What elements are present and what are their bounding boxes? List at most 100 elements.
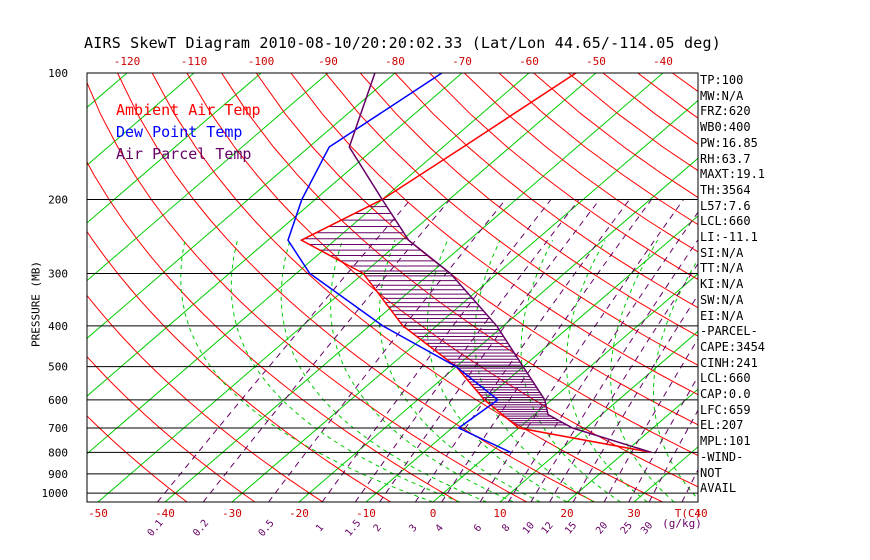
moist-adiabat-line <box>610 239 675 502</box>
top-temp-tick-label: -70 <box>452 55 472 68</box>
isotherm-line <box>87 73 195 166</box>
index-item: PW:16.85 <box>700 135 758 150</box>
pressure-tick-label: 700 <box>48 422 68 435</box>
pressure-tick-label: 100 <box>48 67 68 80</box>
moist-adiabat-line <box>180 240 434 502</box>
stability-indices: TP:100 MW:N/A FRZ:620 WB0:400 PW:16.85 RH:63.… <box>700 73 765 497</box>
mixing-ratio-label: 30 <box>639 520 655 536</box>
isotherm-line <box>432 273 698 502</box>
top-temp-tick-label: -40 <box>653 55 673 68</box>
index-item: LCL:660 <box>700 371 751 386</box>
mixing-ratio-label: 0.5 <box>257 518 277 539</box>
dry-adiabat-line <box>463 73 698 253</box>
index-item: SW:N/A <box>700 292 744 307</box>
mixing-ratio-label: 12 <box>540 520 556 536</box>
dry-adiabat-line <box>87 415 188 502</box>
index-item: LCL:660 <box>700 214 751 229</box>
mixing-ratio-label: 1.5 <box>343 518 363 539</box>
dry-adiabat-line <box>117 73 595 502</box>
isotherm-line <box>835 73 870 502</box>
index-item: TH:3564 <box>700 182 751 197</box>
index-item: TT:N/A <box>700 261 744 276</box>
index-item: EL:207 <box>700 418 744 433</box>
isotherm-line <box>298 157 698 502</box>
index-item: EI:N/A <box>700 308 744 323</box>
mixing-ratio-label: 1 <box>314 523 326 535</box>
index-item: CAPE:3454 <box>700 339 766 354</box>
pressure-tick-label: 600 <box>48 394 68 407</box>
pressure-tick-label: 900 <box>48 468 68 481</box>
mixing-ratio-unit-label: (g/kg) <box>662 517 702 530</box>
index-item: LFC:659 <box>700 402 751 417</box>
legend-ambient-air-temp: Ambient Air Temp <box>116 101 261 119</box>
moist-adiabat-line <box>329 240 514 502</box>
mixing-ratio-line <box>414 199 630 502</box>
bottom-temp-tick-label: -20 <box>289 507 309 520</box>
mixing-ratio-line <box>354 199 580 502</box>
index-item: FRZ:620 <box>700 104 751 119</box>
mixing-ratio-label: 4 <box>434 523 446 535</box>
dry-adiabat-line <box>87 355 256 502</box>
mixing-ratio-label: 25 <box>619 520 635 536</box>
index-item: CINH:241 <box>700 355 758 370</box>
plot-frame <box>86 72 699 503</box>
isotherm-line <box>87 73 396 339</box>
pressure-tick-label: 1000 <box>42 487 69 500</box>
mixing-ratio-line <box>379 199 600 502</box>
pressure-tick-label: 800 <box>48 446 68 459</box>
mixing-ratio-label: 6 <box>472 523 484 535</box>
bottom-temp-tick-label: -40 <box>155 507 175 520</box>
top-temp-tick-label: -60 <box>519 55 539 68</box>
bottom-temp-tick-label: -30 <box>222 507 242 520</box>
index-item: -PARCEL- <box>700 324 758 339</box>
y-axis-label: PRESSURE (MB) <box>29 260 43 348</box>
moist-adiabat-line <box>230 240 460 502</box>
legend-dew-point-temp: Dew Point Temp <box>116 123 243 141</box>
pressure-tick-label: 200 <box>48 193 68 206</box>
moist-adiabat-line <box>426 240 568 502</box>
index-item: MPL:101 <box>700 434 751 449</box>
mixing-ratio-label: 3 <box>407 523 419 535</box>
dry-adiabat-line <box>87 161 459 502</box>
top-temp-tick-label: -120 <box>114 55 141 68</box>
isotherm-line <box>87 73 262 224</box>
series-line-dew-point <box>287 73 512 454</box>
bottom-temp-tick-label: 30 <box>627 507 640 520</box>
index-item: -WIND- <box>700 449 744 464</box>
bottom-temp-tick-label: 10 <box>493 507 506 520</box>
top-temp-tick-label: -110 <box>181 55 208 68</box>
mixing-ratio-line <box>202 199 451 502</box>
series-line-parcel-temp <box>348 73 652 454</box>
chart-title: AIRS SkewT Diagram 2010-08-10/20:20:02.3… <box>84 34 721 52</box>
mixing-ratio-label: 0.1 <box>146 518 166 539</box>
isotherm-line <box>87 73 530 455</box>
isotherm-line <box>87 73 128 109</box>
index-item: WB0:400 <box>700 120 751 135</box>
legend-air-parcel-temp: Air Parcel Temp <box>116 145 252 163</box>
moist-adiabat-line <box>378 240 541 502</box>
index-item: CAP:0.0 <box>700 387 751 402</box>
temp-unit-label: T(C) <box>675 507 702 520</box>
pressure-tick-label: 400 <box>48 320 68 333</box>
moist-adiabat-line <box>652 258 698 500</box>
index-item: LI:-11.1 <box>700 230 758 245</box>
top-temp-tick-label: -90 <box>318 55 338 68</box>
mixing-ratio-line <box>530 238 698 502</box>
dry-adiabat-line <box>151 73 663 502</box>
dry-adiabat-line <box>325 73 698 366</box>
isotherm-line <box>87 73 463 397</box>
index-item: TP:100 <box>700 73 744 87</box>
mixing-ratio-line <box>321 199 552 502</box>
index-item: KI:N/A <box>700 277 744 292</box>
isotherm-line <box>499 330 698 502</box>
mixing-ratio-line <box>157 199 411 502</box>
isotherm-line <box>566 388 698 502</box>
dry-adiabat-line <box>290 73 698 396</box>
top-temp-tick-label: -100 <box>248 55 275 68</box>
bottom-temp-tick-label: 20 <box>560 507 573 520</box>
isotherm-line <box>87 73 329 282</box>
series-line-ambient-temp <box>299 73 652 454</box>
index-item: MW:N/A <box>700 88 744 103</box>
dry-adiabat-line <box>394 73 698 309</box>
